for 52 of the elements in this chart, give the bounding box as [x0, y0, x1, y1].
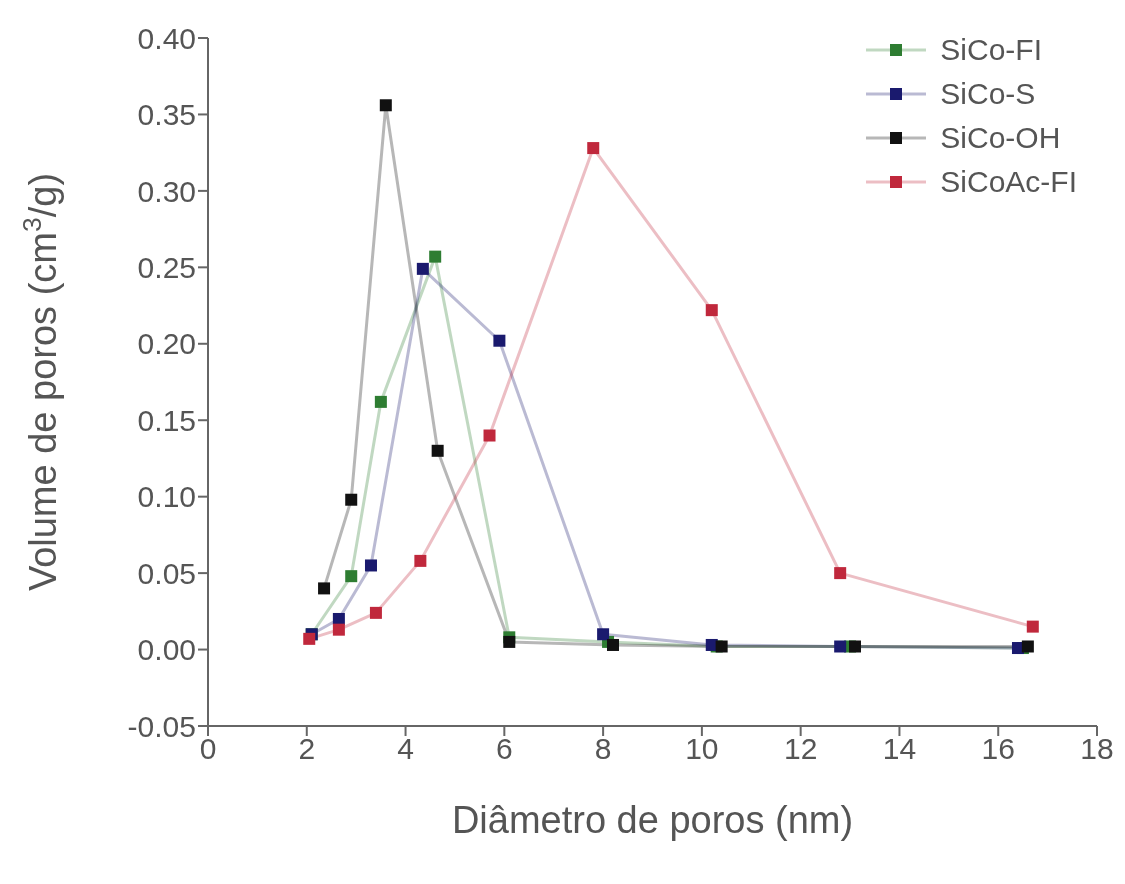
- x-tick-label: 12: [783, 732, 818, 766]
- legend-label: SiCo-S: [940, 77, 1036, 111]
- x-tick-label: 0: [199, 732, 217, 766]
- point: [414, 554, 427, 567]
- point: [369, 606, 382, 619]
- point: [483, 429, 496, 442]
- point: [364, 559, 377, 572]
- point: [1021, 640, 1034, 653]
- point: [503, 635, 516, 648]
- point: [587, 142, 600, 155]
- x-tick-label: 6: [495, 732, 513, 766]
- x-tick-label: 8: [594, 732, 612, 766]
- y-tick-label: -0.05: [127, 709, 196, 743]
- y-tick-label: 0.00: [137, 633, 196, 667]
- y-tick-label: 0.05: [137, 556, 196, 590]
- point: [1026, 620, 1039, 633]
- y-tick-label: 0.30: [137, 174, 196, 208]
- x-tick-label: 16: [981, 732, 1015, 766]
- point: [345, 493, 358, 506]
- point: [429, 250, 442, 263]
- x-tick-label: 2: [298, 732, 316, 766]
- point: [318, 582, 331, 595]
- point: [332, 623, 345, 636]
- x-tick-label: 4: [397, 732, 414, 766]
- point: [715, 640, 728, 653]
- x-tick-label: 18: [1080, 732, 1114, 766]
- legend-label: SiCoAc-FI: [940, 165, 1077, 199]
- point: [379, 99, 392, 112]
- legend-label: SiCo-FI: [940, 33, 1042, 67]
- y-tick-label: 0.10: [137, 480, 196, 514]
- point: [834, 640, 847, 653]
- x-tick-label: 14: [882, 732, 917, 766]
- point: [332, 612, 345, 625]
- y-tick-label: 0.20: [137, 327, 196, 361]
- point: [705, 304, 718, 317]
- x-tick-label: 10: [685, 732, 719, 766]
- point: [493, 334, 506, 347]
- x-axis-title: Diâmetro de poros (nm): [451, 798, 854, 841]
- point: [834, 567, 847, 580]
- point: [848, 640, 861, 653]
- legend-label: SiCo-OH: [940, 121, 1061, 155]
- y-tick-label: 0.15: [137, 403, 196, 437]
- point: [345, 570, 358, 583]
- point: [374, 395, 387, 408]
- point: [597, 628, 610, 641]
- point: [416, 262, 429, 275]
- y-tick-label: 0.25: [137, 250, 196, 284]
- point: [303, 632, 316, 645]
- y-tick-label: 0.35: [137, 98, 196, 132]
- point: [606, 638, 619, 651]
- point: [431, 444, 444, 457]
- y-tick-label: 0.40: [137, 21, 196, 55]
